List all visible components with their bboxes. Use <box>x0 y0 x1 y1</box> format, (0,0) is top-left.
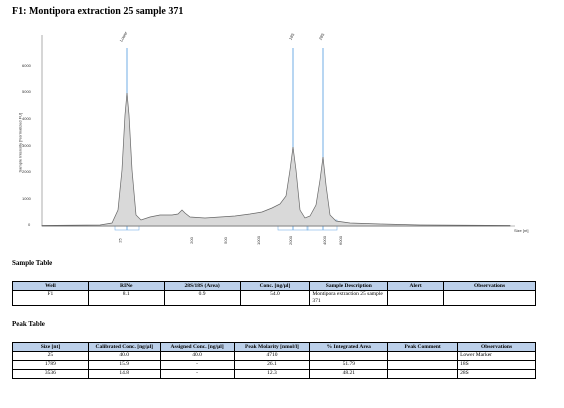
assigned-conc-cell: - <box>159 369 235 380</box>
peak-table-header-row: Size [nt] Calibrated Conc. [ng/µl] Assig… <box>12 341 536 353</box>
column-header: Conc. [ng/µl] <box>239 280 311 292</box>
column-header: Sample Description <box>309 280 389 292</box>
y-tick-label: 4000 <box>22 116 31 121</box>
observations-cell <box>443 290 536 307</box>
calibrated-conc-cell: 14.8 <box>87 369 161 380</box>
size-cell: 1789 <box>12 360 89 371</box>
column-header: Observations <box>457 341 536 353</box>
peak-comment-cell <box>387 351 459 362</box>
y-tick-label: 2000 <box>22 169 31 174</box>
observations-cell: Lower Marker <box>457 351 536 362</box>
sample-table: Well RINe 28S/18S (Area) Conc. [ng/µl] S… <box>12 280 536 307</box>
sample-table-label: Sample Table <box>12 259 53 267</box>
column-header: RINe <box>87 280 165 292</box>
alert-cell <box>387 290 445 307</box>
x-tick-label: 500 <box>222 237 228 244</box>
calibrated-conc-cell: 40.0 <box>87 351 161 362</box>
observations-cell: 28S <box>457 369 536 380</box>
y-tick-label: 6000 <box>22 63 31 68</box>
conc-cell: 54.0 <box>239 290 311 307</box>
column-header: Peak Comment <box>387 341 459 353</box>
peak-comment-cell <box>387 369 459 380</box>
trace-area <box>41 92 511 227</box>
molarity-cell: 4710 <box>233 351 311 362</box>
calibrated-conc-cell: 15.9 <box>87 360 161 371</box>
table-row: 3536 14.8 - 12.3 48.21 28S <box>12 369 536 380</box>
peak-table: Size [nt] Calibrated Conc. [ng/µl] Assig… <box>12 341 536 380</box>
table-row: 25 40.0 40.0 4710 Lower Marker <box>12 351 536 362</box>
column-header: Observations <box>443 280 536 292</box>
x-tick-label: 25 <box>117 238 123 243</box>
molarity-cell: 26.1 <box>233 360 311 371</box>
column-header: % Integrated Area <box>309 341 389 353</box>
integrated-area-cell: 51.79 <box>309 360 389 371</box>
column-header: Assigned Conc. [ng/µl] <box>159 341 235 353</box>
y-tick-label: 5000 <box>22 89 31 94</box>
x-tick-label: 2000 <box>287 236 293 245</box>
size-cell: 3536 <box>12 369 89 380</box>
x-tick-label: 6000 <box>337 236 343 245</box>
molarity-cell: 12.3 <box>233 369 311 380</box>
y-tick-label: 1000 <box>22 196 31 201</box>
column-header: Calibrated Conc. [ng/µl] <box>87 341 161 353</box>
well-cell: F1 <box>12 290 89 307</box>
column-header: 28S/18S (Area) <box>163 280 241 292</box>
description-cell: Montipora extraction 25 sample 371 <box>309 290 389 307</box>
column-header: Peak Molarity [nmol/l] <box>233 341 311 353</box>
column-header: Well <box>12 280 89 292</box>
page-title: F1: Montipora extraction 25 sample 371 <box>12 6 184 17</box>
electropherogram-chart <box>41 35 515 231</box>
table-row: 1789 15.9 - 26.1 51.79 18S <box>12 360 536 371</box>
column-header: Alert <box>387 280 445 292</box>
x-axis-label: Size [nt] <box>514 228 529 233</box>
observations-cell: 18S <box>457 360 536 371</box>
assigned-conc-cell: 40.0 <box>159 351 235 362</box>
x-tick-label: 1000 <box>255 236 261 245</box>
table-row: F1 8.1 0.9 54.0 Montipora extraction 25 … <box>12 290 536 307</box>
ratio-cell: 0.9 <box>163 290 241 307</box>
rine-cell: 8.1 <box>87 290 165 307</box>
y-tick-label: 3000 <box>22 143 31 148</box>
peak-comment-cell <box>387 360 459 371</box>
y-axis-label: Sample Intensity [Normalized FU] <box>17 112 23 173</box>
sample-table-header-row: Well RINe 28S/18S (Area) Conc. [ng/µl] S… <box>12 280 536 292</box>
x-tick-label: 200 <box>188 237 194 244</box>
integrated-area-cell: 48.21 <box>309 369 389 380</box>
integrated-area-cell <box>309 351 389 362</box>
column-header: Size [nt] <box>12 341 89 353</box>
size-cell: 25 <box>12 351 89 362</box>
x-tick-label: 4000 <box>321 236 327 245</box>
peak-table-label: Peak Table <box>12 320 45 328</box>
assigned-conc-cell: - <box>159 360 235 371</box>
y-tick-label: 0 <box>28 222 31 227</box>
